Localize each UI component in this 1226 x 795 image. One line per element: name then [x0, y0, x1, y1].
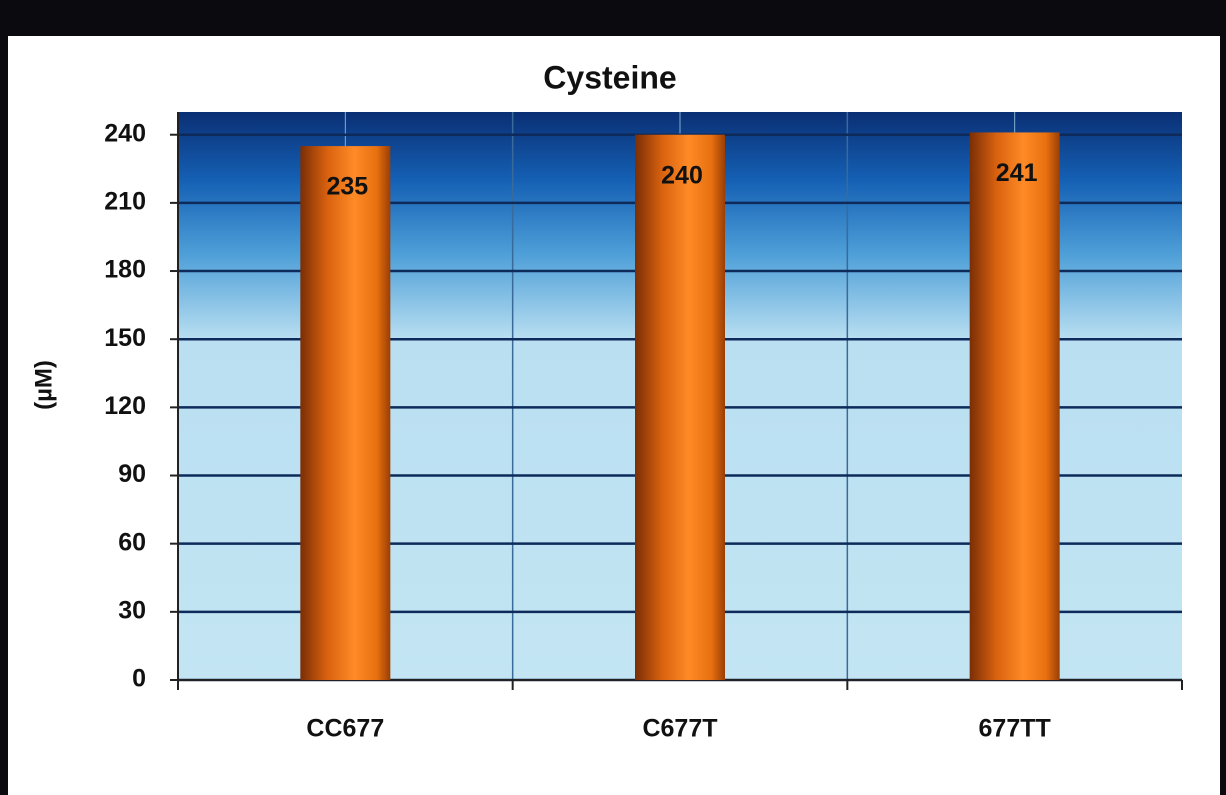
y-tick-label: 120 [104, 392, 146, 420]
y-tick-label: 180 [104, 256, 146, 284]
y-tick-label: 30 [118, 596, 146, 624]
y-tick-label: 150 [104, 324, 146, 352]
data-label: 240 [661, 161, 703, 189]
x-tick-label: CC677 [306, 715, 384, 743]
y-tick-label: 0 [132, 665, 146, 693]
y-tick-label: 210 [104, 187, 146, 215]
y-tick-label: 90 [118, 460, 146, 488]
x-tick-label: 677TT [979, 715, 1051, 743]
bar [300, 146, 391, 680]
data-label: 235 [326, 173, 368, 201]
bar [635, 134, 725, 681]
chart-title: Cysteine [543, 59, 676, 95]
y-axis-label: (µM) [30, 360, 57, 410]
y-tick-label: 240 [104, 119, 146, 147]
bar [969, 132, 1060, 680]
y-tick-label: 60 [118, 528, 146, 556]
x-tick-label: C677T [642, 715, 717, 743]
data-label: 241 [996, 159, 1038, 187]
